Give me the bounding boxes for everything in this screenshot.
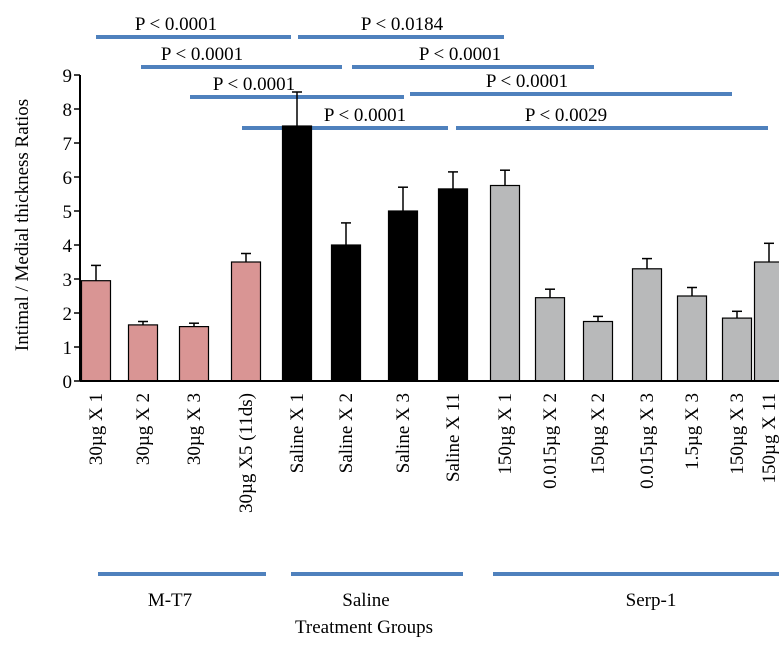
bar [678, 296, 707, 381]
p-value-label: P < 0.0001 [135, 14, 217, 35]
bar [584, 322, 613, 382]
category-label: Saline X 11 [443, 393, 464, 482]
category-label: Saline X 1 [287, 393, 308, 473]
y-tick-label: 0 [63, 372, 73, 393]
y-tick-label: 3 [63, 270, 73, 291]
p-value-label: P < 0.0184 [361, 14, 444, 35]
p-value-label: P < 0.0001 [324, 105, 406, 126]
category-label: 150µg X 3 [727, 393, 748, 475]
bar [536, 298, 565, 381]
category-label: 30µg X 2 [133, 393, 154, 465]
bar [332, 245, 361, 381]
category-label: 30µg X 1 [86, 393, 107, 465]
p-value-label: P < 0.0029 [525, 105, 607, 126]
bar [755, 262, 779, 381]
y-tick-label: 9 [63, 66, 73, 87]
category-label: 30µg X 3 [184, 393, 205, 465]
bar [180, 327, 209, 381]
group-label: Saline [342, 590, 390, 611]
bar [633, 269, 662, 381]
category-label: 150µg X 2 [588, 393, 609, 475]
y-tick-label: 7 [63, 134, 73, 155]
category-label: Saline X 2 [336, 393, 357, 473]
category-label: 150µg X 11 [759, 393, 779, 483]
p-value-label: P < 0.0001 [419, 44, 501, 65]
y-tick-label: 6 [63, 168, 73, 189]
bar [389, 211, 418, 381]
y-tick-label: 4 [63, 236, 73, 257]
y-tick-label: 5 [63, 202, 73, 223]
bar [283, 126, 312, 381]
group-label: M-T7 [148, 590, 192, 611]
p-value-label: P < 0.0001 [486, 71, 568, 92]
y-tick-label: 8 [63, 100, 73, 121]
category-label: 0.015µg X 3 [637, 393, 658, 489]
category-label: 0.015µg X 2 [540, 393, 561, 489]
p-value-label: P < 0.0001 [213, 74, 295, 95]
category-label: Saline X 3 [393, 393, 414, 473]
y-axis-title: Intimal / Medial thickness Ratios [12, 99, 33, 351]
bar [232, 262, 261, 381]
bar [129, 325, 158, 381]
group-label: Serp-1 [626, 590, 677, 611]
bar [723, 318, 752, 381]
category-label: 150µg X 1 [495, 393, 516, 475]
y-tick-label: 1 [63, 338, 73, 359]
bar [82, 281, 111, 381]
y-tick-label: 2 [63, 304, 73, 325]
x-axis-title: Treatment Groups [295, 617, 433, 638]
bar [439, 189, 468, 381]
p-value-label: P < 0.0001 [161, 44, 243, 65]
category-label: 1.5µg X 3 [682, 393, 703, 470]
category-label: 30µg X5 (11ds) [236, 393, 257, 513]
bar [491, 186, 520, 382]
